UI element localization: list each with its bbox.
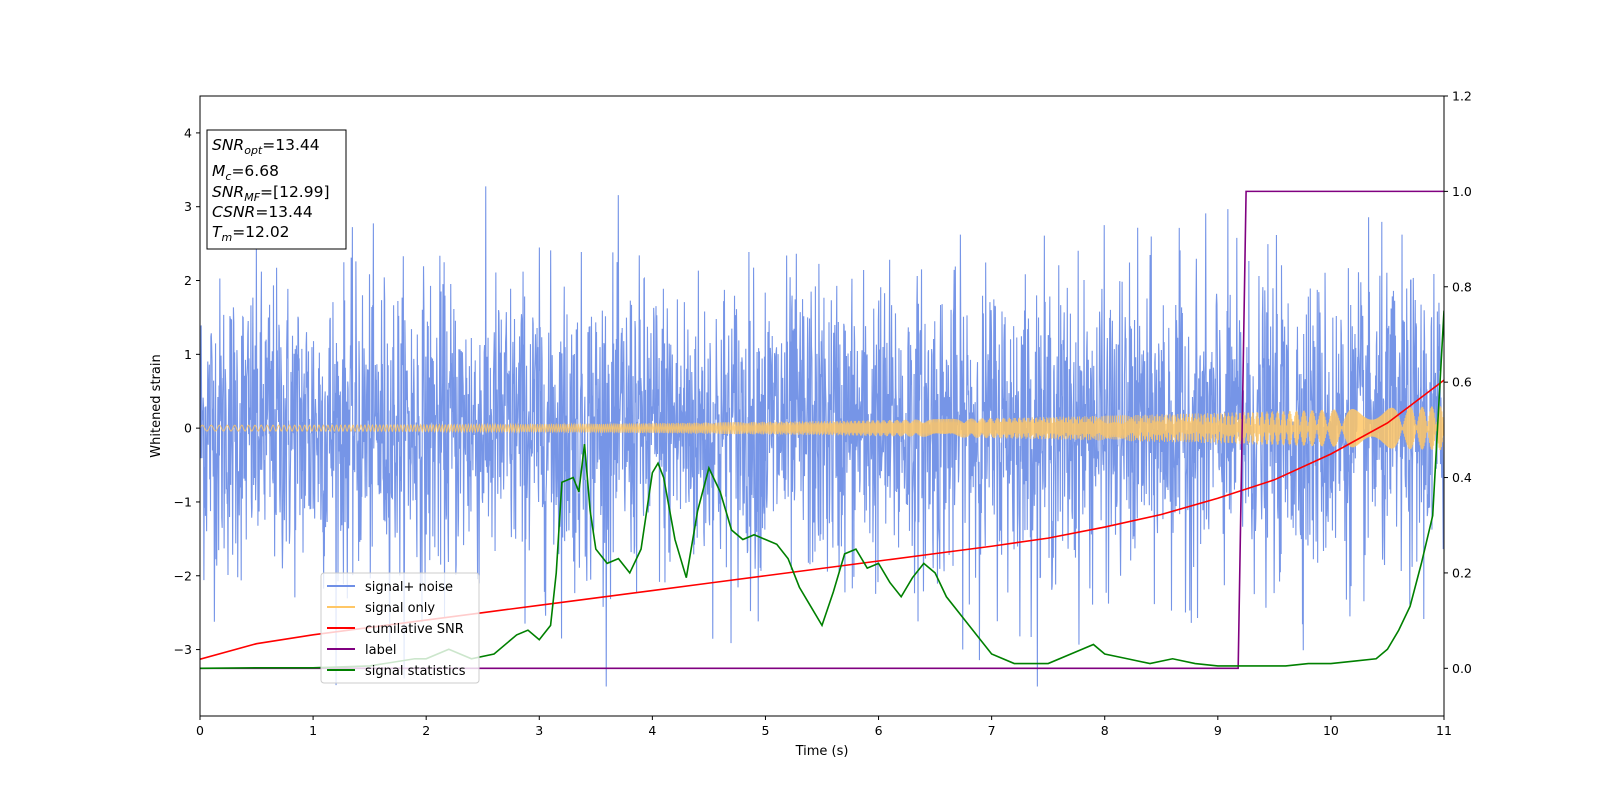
x-tick-label: 4 [648,723,656,738]
x-tick-label: 0 [196,723,204,738]
x-tick-label: 1 [309,723,317,738]
axes-frame [199,95,1445,717]
right-y-tick-label: 0.2 [1452,565,1472,580]
legend-label: cumilative SNR [365,622,464,637]
y-tick-label: 2 [184,273,192,288]
x-tick-label: 9 [1214,723,1222,738]
right-y-tick-label: 0.0 [1452,661,1472,676]
x-tick-label: 7 [988,723,996,738]
x-tick-label: 5 [761,723,769,738]
x-axis-label: Time (s) [795,744,849,759]
series-line-label [200,190,1444,670]
x-axis-ticks: 0 1 2 3 4 5 6 7 8 9 10 11 [196,716,1452,738]
right-y-tick-label: 0.6 [1452,375,1472,390]
y-tick-label: 3 [184,199,192,214]
legend: signal+ noise signal only cumilative SNR la… [320,572,480,684]
info-box-line: Tm=12.02 [212,223,290,244]
info-box-line: SNRMF=[12.99] [212,183,330,204]
x-tick-label: 11 [1436,723,1452,738]
y-tick-label: 4 [184,125,192,140]
info-box-line: SNRopt=13.44 [212,136,320,157]
x-tick-label: 10 [1323,723,1339,738]
left-y-axis-ticks: −3 −2 −1 0 1 2 3 4 [174,125,200,657]
info-box-frame [206,129,347,250]
right-y-tick-label: 0.8 [1452,279,1472,294]
y-tick-label: −1 [174,494,192,509]
right-y-tick-label: 0.4 [1452,470,1472,485]
x-tick-label: 8 [1101,723,1109,738]
legend-label: signal statistics [365,664,466,679]
x-tick-label: 3 [535,723,543,738]
legend-label: signal+ noise [365,580,453,595]
legend-label: signal only [365,601,435,616]
right-y-axis-ticks: 0.0 0.2 0.4 0.6 0.8 1.0 1.2 [1444,89,1472,676]
legend-label: label [365,643,396,658]
series-line-signal-statistics [200,310,1444,670]
info-box-line: Mc=6.68 [212,162,279,183]
x-tick-label: 2 [422,723,430,738]
right-y-tick-label: 1.2 [1452,89,1472,104]
y-tick-label: 1 [184,347,192,362]
y-axis-label: Whitened strain [149,354,164,457]
right-y-tick-label: 1.0 [1452,184,1472,199]
series-line-signal-noise [200,186,1444,687]
y-tick-label: 0 [184,421,192,436]
y-tick-label: −2 [174,568,192,583]
series-line-signal-only [200,406,1444,450]
info-box: SNRopt=13.44 Mc=6.68SNRMF=[12.99]CSNR=13.… [206,129,347,250]
info-box-lines: SNRopt=13.44 Mc=6.68SNRMF=[12.99]CSNR=13.… [212,136,330,244]
legend-entries: signal+ noise signal only cumilative SNR la… [327,580,466,679]
y-tick-label: −3 [174,642,192,657]
x-tick-label: 6 [875,723,883,738]
info-box-line: CSNR=13.44 [212,203,313,221]
legend-frame [320,572,480,684]
